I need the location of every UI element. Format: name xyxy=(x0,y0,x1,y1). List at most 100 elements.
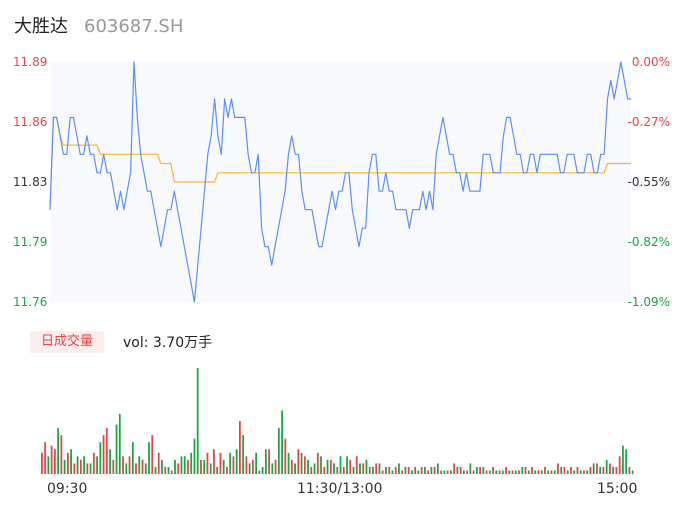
volume-bar xyxy=(115,424,118,474)
volume-bar xyxy=(430,466,433,474)
volume-bar xyxy=(628,466,631,474)
volume-bar xyxy=(459,466,462,474)
volume-bar xyxy=(485,470,488,474)
volume-bar xyxy=(443,470,446,474)
volume-bar xyxy=(472,470,475,474)
volume-bar xyxy=(157,452,160,474)
y-left-tick-0: 11.89 xyxy=(13,55,48,69)
volume-bar xyxy=(70,449,72,474)
volume-bar xyxy=(570,466,572,474)
volume-bar xyxy=(323,466,326,474)
volume-bar xyxy=(131,442,134,474)
volume-bar xyxy=(381,470,384,474)
volume-bar xyxy=(138,456,141,474)
volume-bar xyxy=(203,459,206,474)
volume-bar xyxy=(177,463,180,474)
volume-bar xyxy=(60,435,63,474)
volume-bar xyxy=(446,470,449,474)
volume-bar xyxy=(544,466,546,474)
volume-bar xyxy=(303,456,306,474)
volume-header: 日成交量 vol: 3.70万手 xyxy=(30,331,212,353)
volume-bar xyxy=(193,438,196,474)
volume-bar xyxy=(79,459,82,474)
volume-bar xyxy=(440,470,443,474)
volume-bar xyxy=(352,466,355,474)
volume-bar xyxy=(511,470,514,474)
volume-bar xyxy=(495,470,498,474)
volume-bar xyxy=(41,452,43,474)
volume-bar xyxy=(300,452,303,474)
y-left-tick-1: 11.86 xyxy=(13,115,48,129)
volume-bar xyxy=(602,466,605,474)
volume-bar xyxy=(449,470,452,474)
volume-bar xyxy=(550,470,553,474)
volume-bar xyxy=(226,466,228,474)
volume-bar xyxy=(631,470,634,474)
volume-bar xyxy=(349,459,352,474)
volume-bar xyxy=(89,463,92,474)
volume-bar xyxy=(479,466,481,474)
volume-bar xyxy=(375,463,378,474)
volume-bar xyxy=(141,459,144,474)
volume-bar xyxy=(239,421,241,474)
volume-bar xyxy=(501,470,504,474)
volume-bar xyxy=(560,466,563,474)
y-right-tick-1: -0.27% xyxy=(627,115,670,129)
volume-bar xyxy=(427,470,430,474)
volume-bar xyxy=(76,456,79,474)
volume-bar xyxy=(359,463,361,474)
volume-bar xyxy=(128,456,131,474)
volume-bar xyxy=(579,470,582,474)
volume-bar xyxy=(534,470,537,474)
volume-bar xyxy=(118,413,121,474)
volume-bar xyxy=(378,463,381,474)
volume-bar xyxy=(144,463,147,474)
volume-bar xyxy=(622,445,624,474)
volume-bar xyxy=(174,459,176,474)
volume-bar xyxy=(57,428,60,474)
volume-bar xyxy=(109,449,111,474)
volume-bar xyxy=(573,470,576,474)
volume-bar xyxy=(388,466,391,474)
volume-bar xyxy=(222,459,225,474)
volume-bar xyxy=(385,466,387,474)
volume-bar xyxy=(96,456,98,474)
volume-bar xyxy=(297,449,300,474)
volume-badge: 日成交量 xyxy=(30,331,105,353)
volume-bar xyxy=(154,466,157,474)
volume-bar xyxy=(394,466,397,474)
volume-bar xyxy=(583,470,585,474)
volume-bar xyxy=(287,452,290,474)
volume-bar xyxy=(329,459,332,474)
volume-bar xyxy=(170,470,173,474)
volume-bar xyxy=(596,463,598,474)
volume-bar xyxy=(242,435,245,474)
volume-bar xyxy=(135,463,137,474)
volume-bar xyxy=(232,456,235,474)
volume-bar xyxy=(47,456,50,474)
volume-bar xyxy=(437,463,439,474)
volume-bar xyxy=(553,470,556,474)
volume-bar xyxy=(391,470,394,474)
volume-total: vol: 3.70万手 xyxy=(123,335,213,351)
volume-bar xyxy=(372,466,374,474)
volume-bar xyxy=(531,466,533,474)
price-plot-area xyxy=(50,62,631,302)
stock-title: 大胜达 603687.SH xyxy=(14,12,183,38)
volume-bar xyxy=(200,459,202,474)
volume-bar xyxy=(50,445,53,474)
volume-bar xyxy=(92,452,95,474)
volume-bar xyxy=(180,456,183,474)
volume-bar xyxy=(264,449,267,474)
volume-bar xyxy=(44,442,47,474)
volume-bar xyxy=(277,428,280,474)
volume-bar xyxy=(346,456,348,474)
volume-bar xyxy=(609,463,611,474)
volume-bar xyxy=(462,470,465,474)
volume-bar xyxy=(316,452,319,474)
y-right-tick-0: 0.00% xyxy=(631,55,670,69)
volume-bar xyxy=(488,470,491,474)
volume-bar xyxy=(164,466,167,474)
volume-bar xyxy=(190,452,193,474)
